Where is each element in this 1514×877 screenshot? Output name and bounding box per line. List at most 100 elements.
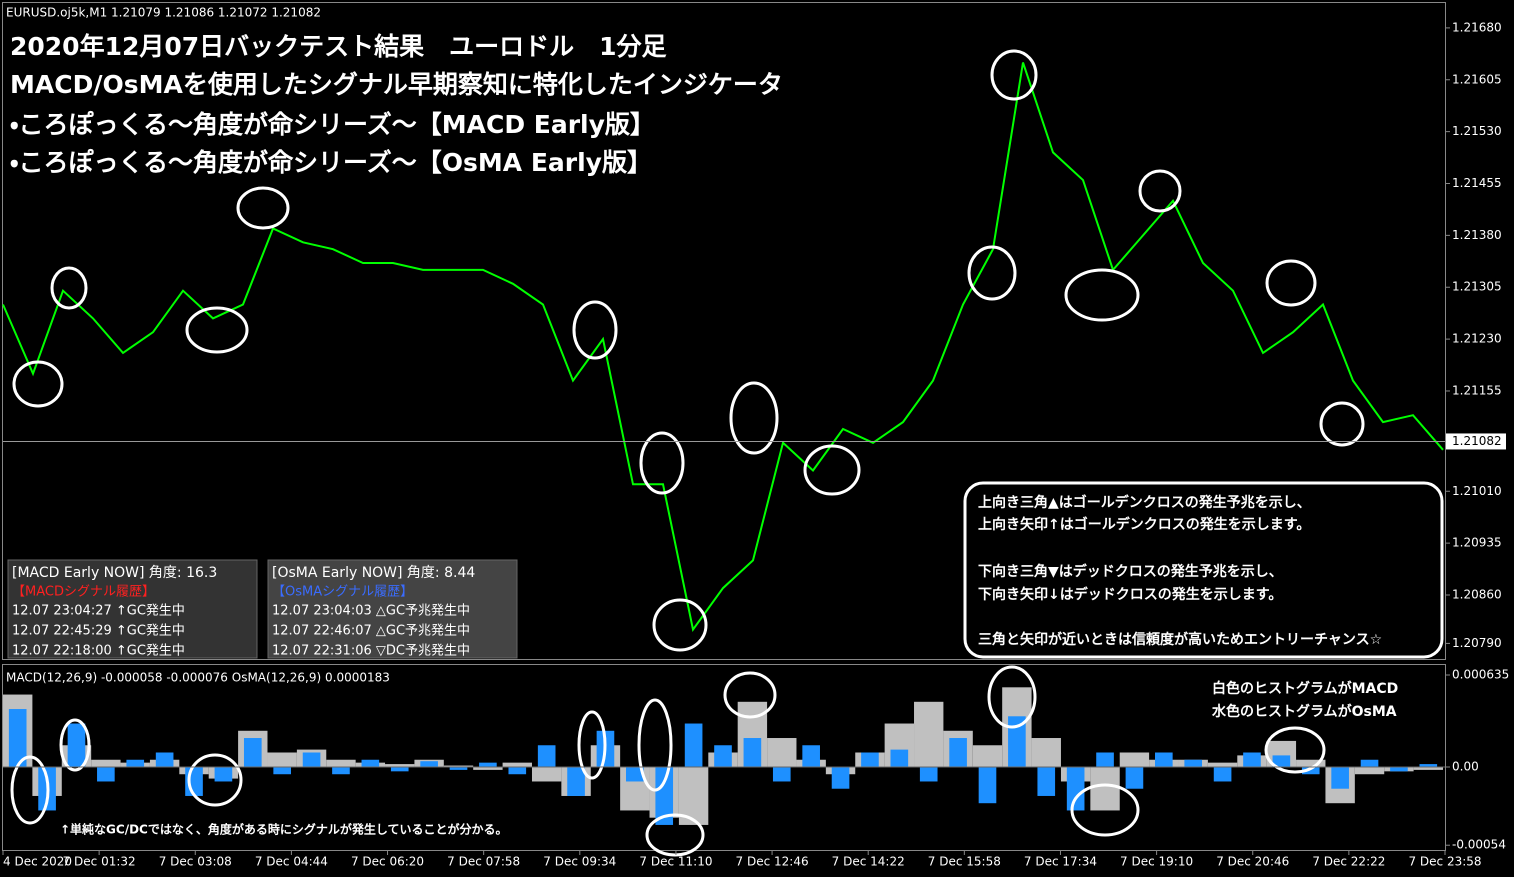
histogram-bar [1090, 766, 1120, 811]
circle [50, 266, 88, 310]
histogram-bar [655, 766, 674, 825]
panel-row: 12.07 22:18:00 ↑GC発生中 [12, 644, 185, 659]
histogram-bar [449, 766, 468, 770]
histogram-bar [831, 766, 850, 789]
histogram-bar [767, 738, 797, 767]
note-box [963, 481, 1444, 659]
histogram-bar [1125, 766, 1144, 789]
circle [572, 300, 618, 360]
panel-title: [OsMA Early NOW] 角度: 8.44 [272, 565, 475, 581]
signal-circles [10, 49, 1365, 857]
x-tick-label: 7 Dec 09:34 [543, 855, 616, 869]
y-tick-label: 0.00 [1452, 759, 1479, 773]
main-frame [2, 2, 1446, 660]
panel-subtitle: 【MACDシグナル履歴】 [12, 585, 155, 600]
x-tick-label: 7 Dec 11:10 [639, 855, 712, 869]
symbol-header: EURUSD.oj5k,M1 1.21079 1.21086 1.21072 1… [6, 6, 321, 20]
histogram-bar [743, 738, 762, 767]
histogram-bar [1413, 766, 1443, 770]
circle [1064, 268, 1140, 322]
histogram-bar [1096, 752, 1114, 767]
circle [577, 710, 607, 780]
histogram-bar [1331, 766, 1349, 789]
price-layer [2, 62, 1444, 633]
histogram-bar [390, 766, 409, 772]
circle [967, 245, 1017, 301]
panel-title: [MACD Early NOW] 角度: 16.3 [12, 565, 217, 581]
circle [236, 186, 290, 230]
circle [987, 665, 1037, 729]
x-tick-label: 7 Dec 23:58 [1408, 855, 1481, 869]
circle [1265, 259, 1317, 307]
histogram-bar [267, 752, 297, 767]
circle [59, 718, 91, 772]
note-line: 上向き三角▲はゴールデンクロスの発生予兆を示し、 [978, 494, 1311, 511]
y-tick-label: 0.000635 [1452, 667, 1509, 681]
title-line: MACD/OsMAを使用したシグナル早期察知に特化したインジケータ [10, 70, 783, 99]
histogram-bar [1008, 716, 1026, 767]
circle [1264, 726, 1326, 774]
histogram-bar [626, 766, 644, 782]
circle [645, 813, 705, 857]
histogram-bar [273, 766, 291, 775]
histogram-bar [479, 762, 497, 767]
histogram-bar [890, 749, 909, 767]
panel-row: 12.07 23:04:03 △GC予兆発生中 [272, 604, 470, 619]
histogram-bar [214, 766, 233, 782]
histogram-bar [1155, 752, 1173, 767]
histogram-bar [531, 766, 562, 782]
y-tick-label: -0.00054 [1452, 838, 1506, 852]
histogram-bar [91, 759, 121, 767]
histogram-bar [772, 766, 791, 782]
histogram-note: 白色のヒストグラムがMACD [1212, 680, 1398, 697]
circle [187, 753, 243, 807]
current-price-label: 1.21082 [1452, 434, 1502, 448]
panel-subtitle: 【OsMAシグナル履歴】 [272, 585, 413, 600]
histogram-bar [1354, 766, 1385, 775]
histogram-bar [567, 766, 585, 796]
histogram-bar [97, 766, 115, 782]
histogram-bar [443, 765, 474, 767]
x-tick-label: 7 Dec 19:10 [1120, 855, 1193, 869]
y-tick-label: 1.20860 [1452, 587, 1502, 601]
histogram-bar [326, 759, 356, 767]
x-tick-label: 7 Dec 20:46 [1216, 855, 1289, 869]
x-tick-label: 7 Dec 07:58 [447, 855, 520, 869]
histogram-bar [1037, 766, 1056, 796]
circle [1319, 401, 1365, 447]
histogram-bar [508, 766, 527, 775]
panel-row: 12.07 22:45:29 ↑GC発生中 [12, 624, 185, 639]
histogram-bar [1119, 752, 1150, 767]
y-tick-label: 1.21680 [1452, 20, 1502, 34]
circle [637, 698, 673, 792]
histogram-bar [1243, 752, 1261, 767]
x-tick-label: 7 Dec 14:22 [832, 855, 905, 869]
macd-panel [7, 559, 258, 659]
title-line: ・ころぽっくる〜角度が命シリーズ〜【MACD Early版】 [10, 110, 655, 139]
sub-frame [2, 664, 1446, 851]
circle [1070, 783, 1140, 837]
histogram-bar [1213, 766, 1232, 782]
histogram-bar [1301, 766, 1320, 775]
indicator-header: MACD(12,26,9) -0.000058 -0.000076 OsMA(1… [6, 671, 390, 685]
osma-panel [267, 559, 518, 659]
y-tick-label: 1.21605 [1452, 72, 1502, 86]
histogram-bar [1207, 762, 1238, 767]
histogram-bar [802, 745, 820, 767]
histogram-bar [155, 752, 174, 767]
histogram-bar [385, 764, 415, 767]
x-tick-label: 7 Dec 03:08 [159, 855, 232, 869]
y-tick-label: 1.20935 [1452, 536, 1502, 550]
histogram-bar [537, 745, 556, 767]
note-line: 上向き矢印↑はゴールデンクロスの発生を示します。 [978, 516, 1310, 533]
histogram-bar [684, 723, 703, 767]
circle [803, 444, 861, 496]
histogram-bar [861, 752, 879, 767]
y-tick-label: 1.21305 [1452, 280, 1502, 294]
histogram-bar [919, 766, 938, 782]
y-tick-label: 1.21010 [1452, 484, 1502, 498]
x-tick-label: 7 Dec 15:58 [928, 855, 1001, 869]
circle [12, 360, 64, 408]
